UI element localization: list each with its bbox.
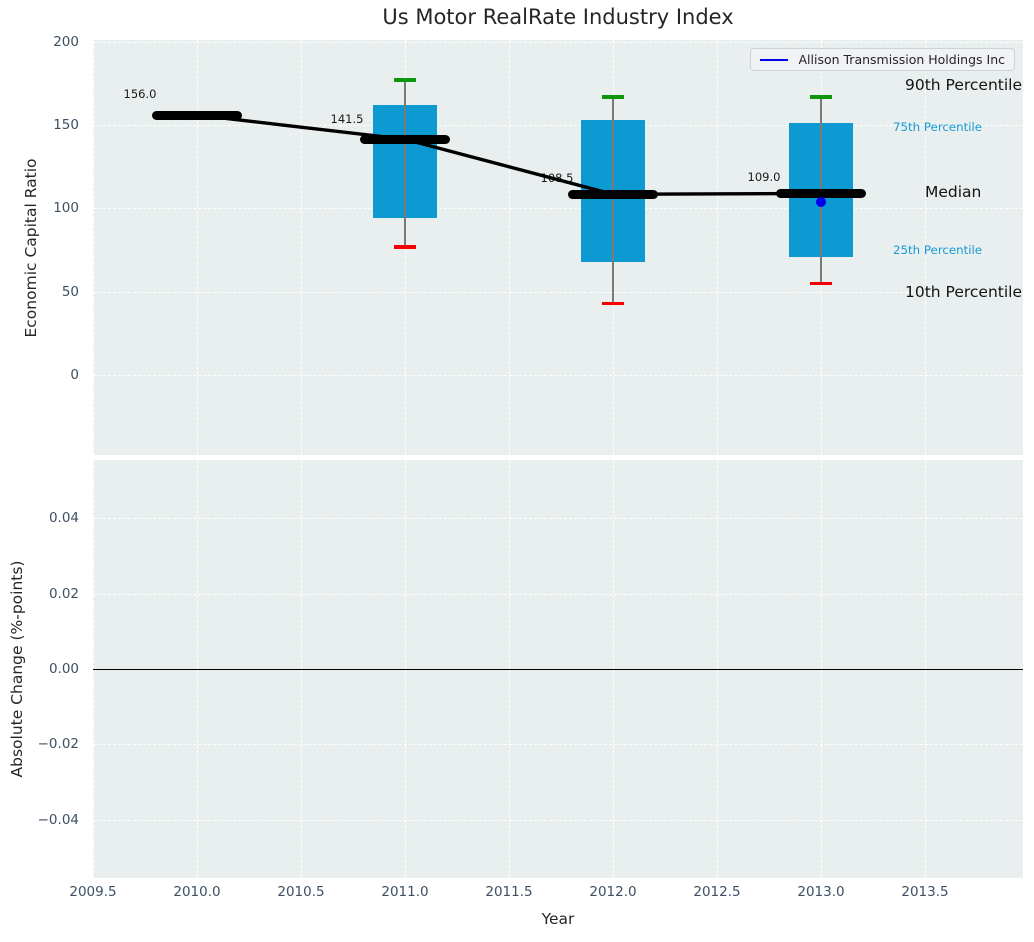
percentile-label-25th: 25th Percentile bbox=[893, 243, 982, 257]
x-axis-label: Year bbox=[93, 910, 1023, 928]
y-tick-label: 0.02 bbox=[0, 586, 79, 602]
zero-line bbox=[93, 669, 1023, 670]
p10-cap bbox=[810, 282, 832, 286]
y-tick-label: 0.04 bbox=[0, 510, 79, 526]
x-tick-label: 2013.5 bbox=[901, 884, 948, 900]
percentile-label-median: Median bbox=[925, 183, 981, 201]
gridline-horizontal bbox=[93, 42, 1023, 43]
gridline-vertical bbox=[93, 40, 94, 455]
gridline-horizontal bbox=[93, 594, 1023, 595]
median-value-label: 108.5 bbox=[541, 171, 574, 185]
top-y-axis-label: Economic Capital Ratio bbox=[22, 158, 40, 337]
x-tick-label: 2011.0 bbox=[381, 884, 428, 900]
gridline-horizontal bbox=[93, 292, 1023, 293]
gridline-horizontal bbox=[93, 208, 1023, 209]
p90-cap bbox=[810, 95, 832, 99]
gridline-horizontal bbox=[93, 820, 1023, 821]
gridline-vertical bbox=[717, 40, 718, 455]
gridline-vertical bbox=[509, 40, 510, 455]
median-segment bbox=[568, 190, 658, 199]
y-tick-label: −0.02 bbox=[0, 736, 79, 752]
x-tick-label: 2010.0 bbox=[173, 884, 220, 900]
gridline-vertical bbox=[301, 40, 302, 455]
y-tick-label: 0.00 bbox=[0, 661, 79, 677]
y-tick-label: −0.04 bbox=[0, 812, 79, 828]
chart-title: Us Motor RealRate Industry Index bbox=[93, 5, 1023, 29]
gridline-horizontal bbox=[93, 744, 1023, 745]
median-segment bbox=[152, 111, 242, 120]
top-plot-area: 156.0 141.5 108.5 109.0 90th Percentile 75th … bbox=[93, 40, 1023, 455]
y-tick-label: 150 bbox=[0, 117, 79, 133]
median-segment bbox=[360, 135, 450, 144]
y-tick-label: 100 bbox=[0, 200, 79, 216]
gridline-horizontal bbox=[93, 375, 1023, 376]
whisker-line-inner bbox=[404, 105, 405, 218]
gridline-horizontal bbox=[93, 518, 1023, 519]
legend: Allison Transmission Holdings Inc bbox=[750, 48, 1015, 71]
legend-label: Allison Transmission Holdings Inc bbox=[798, 52, 1005, 67]
bottom-plot-area bbox=[93, 460, 1023, 878]
gridline-vertical bbox=[197, 40, 198, 455]
p90-cap bbox=[602, 95, 624, 99]
x-tick-label: 2009.5 bbox=[69, 884, 116, 900]
percentile-label-10th: 10th Percentile bbox=[905, 283, 1022, 301]
x-tick-label: 2012.0 bbox=[589, 884, 636, 900]
median-value-label: 156.0 bbox=[124, 87, 157, 101]
x-tick-label: 2011.5 bbox=[485, 884, 532, 900]
x-tick-label: 2012.5 bbox=[693, 884, 740, 900]
percentile-label-75th: 75th Percentile bbox=[893, 120, 982, 134]
x-tick-label: 2010.5 bbox=[277, 884, 324, 900]
gridline-horizontal bbox=[93, 125, 1023, 126]
p10-cap bbox=[394, 245, 416, 249]
p90-cap bbox=[394, 78, 416, 82]
y-tick-label: 200 bbox=[0, 34, 79, 50]
company-data-point bbox=[816, 197, 826, 207]
figure: Us Motor RealRate Industry Index 156.0 14… bbox=[0, 0, 1034, 942]
median-value-label: 109.0 bbox=[748, 170, 781, 184]
y-tick-label: 0 bbox=[0, 367, 79, 383]
median-value-label: 141.5 bbox=[331, 112, 364, 126]
x-tick-label: 2013.0 bbox=[797, 884, 844, 900]
company-line-swatch bbox=[760, 59, 788, 61]
median-trend-line bbox=[93, 40, 1023, 455]
percentile-label-90th: 90th Percentile bbox=[905, 76, 1022, 94]
p10-cap bbox=[602, 302, 624, 306]
y-tick-label: 50 bbox=[0, 284, 79, 300]
